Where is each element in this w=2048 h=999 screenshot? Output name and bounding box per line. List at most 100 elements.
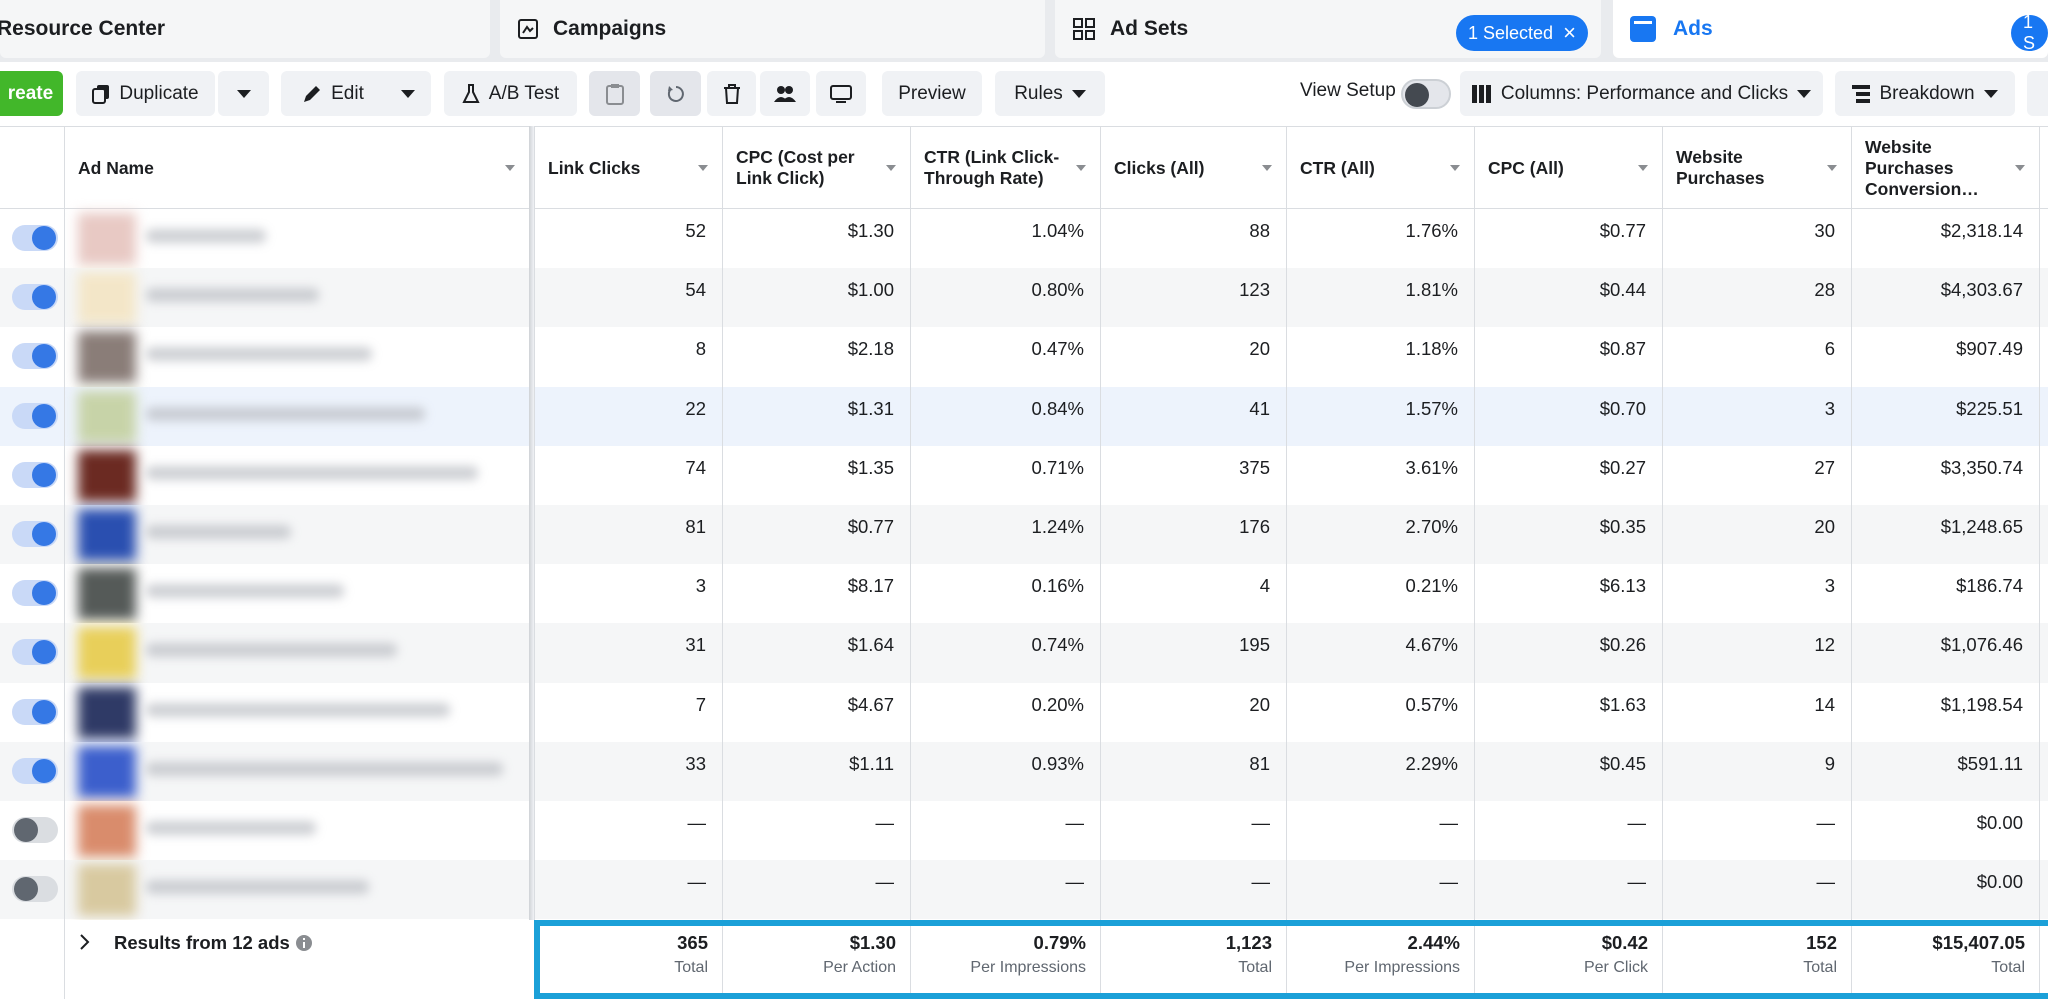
header-cell[interactable]: CPC (All) <box>1474 127 1662 209</box>
table-row <box>0 801 2048 861</box>
create-button[interactable]: reate <box>0 71 63 116</box>
clear-icon[interactable]: × <box>1563 20 1576 45</box>
column-line <box>1851 126 1852 999</box>
table-cell: 20 <box>1249 338 1270 360</box>
table-cell: 0.20% <box>1031 693 1084 715</box>
campaign-icon <box>518 19 538 39</box>
header-border <box>0 208 2048 209</box>
columns-button[interactable]: Columns: Performance and Clicks <box>1460 71 1823 116</box>
totals-title: Results from 12 ads <box>114 932 312 954</box>
selected-badge[interactable]: 1 S <box>2011 12 2048 53</box>
table-cell: 0.21% <box>1405 575 1458 597</box>
status-toggle[interactable] <box>12 698 58 725</box>
table-cell: 41 <box>1249 397 1270 419</box>
table-cell: $0.87 <box>1599 338 1646 360</box>
header-cell[interactable]: CPC (Cost per Link Click) <box>722 127 910 209</box>
header-label: CTR (Link Click-Through Rate) <box>924 147 1060 188</box>
status-toggle[interactable] <box>12 521 58 547</box>
ad-name-blurred <box>146 525 291 539</box>
header-cell[interactable]: CTR (Link Click-Through Rate) <box>910 127 1100 209</box>
status-toggle[interactable] <box>12 284 58 311</box>
ad-name-blurred <box>146 821 316 835</box>
status-toggle[interactable] <box>12 580 58 607</box>
status-toggle[interactable] <box>12 343 58 370</box>
total-label: Total <box>1803 959 1837 976</box>
ad-thumbnail <box>78 745 136 798</box>
sort-caret <box>1450 165 1460 171</box>
info-icon[interactable] <box>295 935 312 951</box>
duplicate-button[interactable]: Duplicate <box>76 71 215 116</box>
tab[interactable]: Resource Center <box>0 0 490 58</box>
toggle-knob <box>32 758 56 783</box>
preview-button[interactable]: Preview <box>882 71 982 116</box>
total-value: $15,407.05 <box>1932 932 2025 953</box>
view-setup-toggle[interactable] <box>1401 79 1451 109</box>
icon-button[interactable] <box>589 71 640 116</box>
table-cell: 12 <box>1814 634 1835 656</box>
icon-button[interactable] <box>650 71 701 116</box>
table-cell: — <box>875 871 895 893</box>
button-label: Breakdown <box>1879 82 1975 104</box>
table-cell: $1.30 <box>847 220 894 241</box>
icon-button[interactable] <box>816 71 866 116</box>
tab-label: Ads <box>1673 17 1713 40</box>
table-cell: 3 <box>1824 575 1835 597</box>
header-cell[interactable]: Link Clicks <box>534 127 722 209</box>
caret <box>1797 89 1812 98</box>
table-row <box>0 505 2048 565</box>
toggle-knob <box>32 462 56 487</box>
breakdown-button[interactable]: Breakdown <box>1835 71 2015 116</box>
column-line <box>534 126 535 999</box>
status-toggle[interactable] <box>12 817 58 843</box>
rules-button[interactable]: Rules <box>995 71 1105 116</box>
tab[interactable]: Ads <box>1613 0 2048 58</box>
table-cell: — <box>1439 871 1459 893</box>
dropdown-button[interactable] <box>218 71 269 116</box>
edit-button[interactable]: Edit <box>281 71 385 116</box>
icon-button[interactable] <box>760 71 810 116</box>
expand-chevron[interactable] <box>78 933 90 951</box>
header-label: Website Purchases Conversion… <box>1865 136 1979 199</box>
selected-badge[interactable]: 1 Selected × <box>1456 15 1588 51</box>
table-cell: 4.67% <box>1405 634 1458 656</box>
ad-name-blurred <box>146 702 450 717</box>
tab-label: Resource Center <box>0 17 166 40</box>
status-toggle[interactable] <box>12 461 58 488</box>
table-cell: $4,303.67 <box>1940 279 2023 301</box>
header-cell[interactable]: Clicks (All) <box>1100 127 1286 209</box>
status-toggle[interactable] <box>12 639 58 666</box>
table-cell: 123 <box>1239 279 1270 301</box>
breakdown-icon <box>1852 84 1871 103</box>
tab[interactable]: Campaigns <box>500 0 1045 58</box>
table-cell: — <box>1627 871 1647 893</box>
ab-test-button[interactable]: A/B Test <box>444 71 577 116</box>
table-cell: 0.93% <box>1031 752 1084 774</box>
table-cell: 54 <box>685 279 706 301</box>
status-toggle[interactable] <box>12 876 58 903</box>
table-cell: $1,198.54 <box>1940 693 2023 715</box>
duplicate-icon <box>92 84 110 104</box>
header-label: Link Clicks <box>548 157 641 178</box>
ad-name-blurred <box>146 880 369 895</box>
sort-caret <box>2015 165 2025 171</box>
toggle-knob <box>1405 83 1429 107</box>
header-cell[interactable]: Ad Name <box>64 127 529 209</box>
dropdown-button[interactable] <box>385 71 431 116</box>
header-label: CPC (All) <box>1488 157 1564 178</box>
more-button[interactable] <box>2027 71 2048 116</box>
status-toggle[interactable] <box>12 225 58 251</box>
header-cell[interactable]: Website Purchases <box>1662 127 1851 209</box>
status-toggle[interactable] <box>12 402 58 429</box>
header-cell[interactable]: CTR (All) <box>1286 127 1474 209</box>
sort-caret <box>505 165 515 171</box>
toggle-knob <box>14 877 38 902</box>
toggle-knob <box>32 699 56 724</box>
tab[interactable]: Ad Sets <box>1055 0 1601 58</box>
table-cell: $0.77 <box>1599 220 1646 241</box>
toggle-knob <box>32 344 56 369</box>
table-cell: $1.63 <box>1599 693 1646 715</box>
icon-button[interactable] <box>707 71 756 116</box>
status-toggle[interactable] <box>12 757 58 784</box>
header-cell[interactable]: Website Purchases Conversion… <box>1851 127 2039 209</box>
button-label: Rules <box>1014 82 1063 104</box>
